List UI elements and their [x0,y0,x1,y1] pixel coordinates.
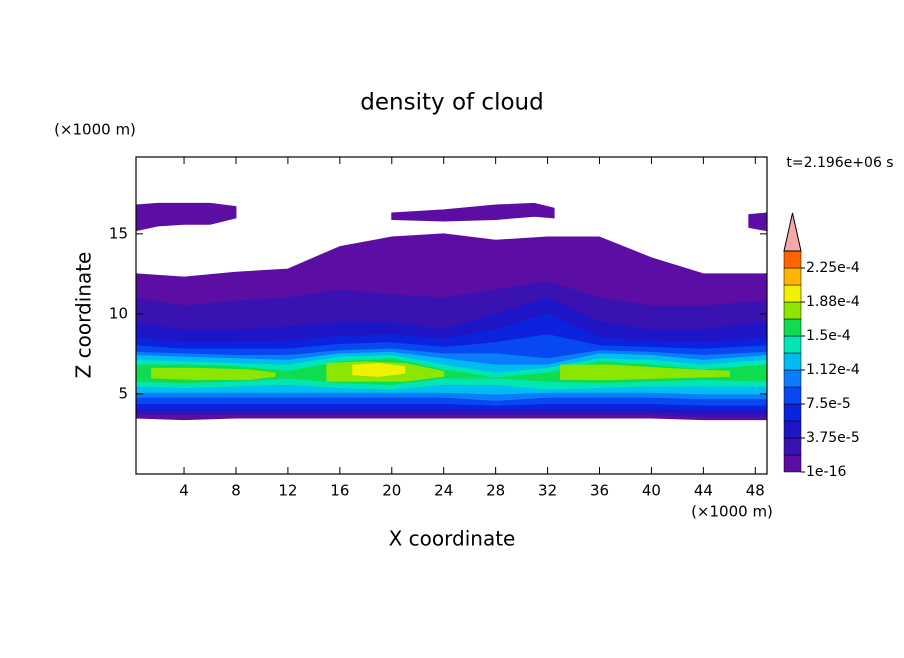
x-tick-label: 44 [694,482,713,500]
colorbar-band [783,318,802,337]
x-tick-label: 28 [486,482,505,500]
plot-frame [135,156,768,475]
x-tick-label: 32 [538,482,557,500]
colorbar-band [783,335,802,354]
y-axis-label: Z coordinate [72,252,96,379]
x-tick-label: 24 [434,482,453,500]
colorbar-band [783,301,802,320]
contour-region [135,202,237,232]
colorbar-tick-label: 3.75e-5 [806,430,860,446]
y-tick-label: 10 [109,304,128,322]
colorbar-band [783,267,802,286]
colorbar-tick-label: 1.88e-4 [806,294,860,310]
y-unit: (×1000 m) [54,121,136,139]
colorbar-band [783,369,802,388]
colorbar-tick-label: 2.25e-4 [806,260,860,276]
colorbar-tick-label: 1.12e-4 [806,362,860,378]
x-tick-label: 8 [231,482,241,500]
colorbar-band [783,250,802,269]
time-label: t=2.196e+06 s [786,155,893,171]
x-tick-label: 12 [278,482,297,500]
y-tick-label: 5 [118,384,128,402]
colorbar-band [783,386,802,405]
x-tick-label: 4 [179,482,189,500]
colorbar-tick-label: 1.5e-4 [806,328,851,344]
colorbar-band [783,420,802,439]
x-tick-label: 36 [590,482,609,500]
contour-region [748,212,768,232]
colorbar-band [783,284,802,303]
contour-region [391,202,555,222]
contour-region [560,364,730,381]
x-tick-label: 20 [382,482,401,500]
x-tick-label: 48 [746,482,765,500]
colorbar-tick-label: 7.5e-5 [806,396,851,412]
colorbar-band [783,403,802,422]
colorbar-extension [783,212,802,252]
colorbar-tick-label: 1e-16 [806,464,846,480]
chart-title: density of cloud [360,90,543,116]
contour-region [352,363,406,377]
contour-region [151,367,276,381]
x-tick-label: 16 [330,482,349,500]
x-tick-label: 40 [642,482,661,500]
x-axis-label: X coordinate [389,527,516,551]
colorbar-band [783,437,802,456]
x-unit: (×1000 m) [691,503,773,521]
colorbar-band [783,454,802,473]
colorbar-band [783,352,802,371]
y-tick-label: 15 [109,224,128,242]
